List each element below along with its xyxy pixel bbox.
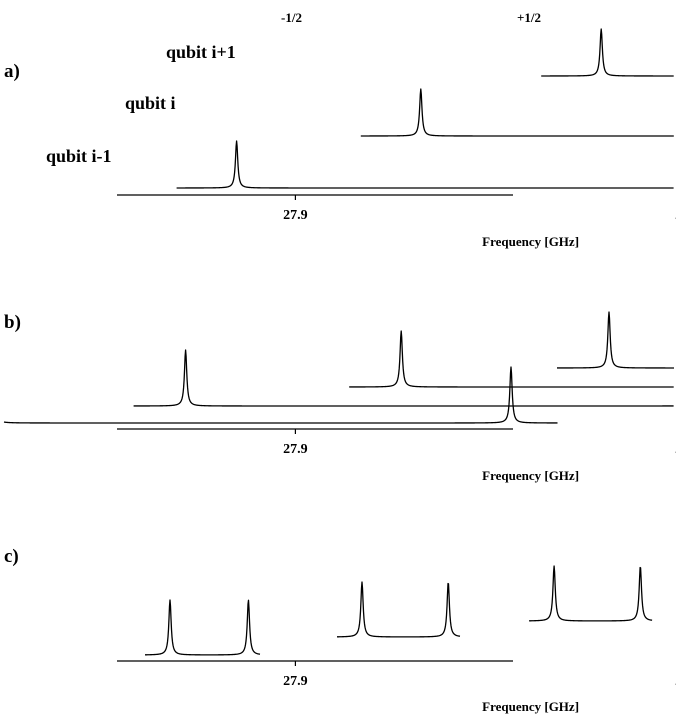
series-label-qubit-i-plus-1: qubit i+1 <box>166 42 236 62</box>
panel-label-b: b) <box>4 312 21 333</box>
x-axis-title: Frequency [GHz] <box>482 468 579 483</box>
spectrum-series-1 <box>176 140 674 189</box>
spectrum-series-2 <box>336 581 461 638</box>
spectrum-series-2 <box>133 349 674 407</box>
x-axis-title: Frequency [GHz] <box>482 234 579 249</box>
annotation-plus-half: +1/2 <box>517 10 541 25</box>
spectrum-series-3 <box>349 330 674 388</box>
panel-c: c) 27.928.028.1Frequency [GHz] <box>4 546 676 714</box>
spectrum-series-3 <box>528 565 653 622</box>
x-tick-label: 27.9 <box>283 674 308 689</box>
series-label-qubit-i-minus-1: qubit i-1 <box>46 146 112 166</box>
x-axis-title: Frequency [GHz] <box>482 699 579 714</box>
spectrum-series-4 <box>556 311 675 369</box>
spectrum-series-2 <box>360 88 674 137</box>
panel-b: b) 27.928.028.1Frequency [GHz] <box>3 311 676 483</box>
series-label-qubit-i: qubit i <box>125 93 176 113</box>
x-tick-label: 27.9 <box>283 208 308 223</box>
x-tick-label: 27.9 <box>283 442 308 457</box>
panel-label-a: a) <box>4 61 20 82</box>
annotation-minus-half: -1/2 <box>281 10 302 25</box>
spectrum-series-1 <box>144 599 261 656</box>
panel-a: a) qubit i+1 qubit i qubit i-1 -1/2 +1/2… <box>4 10 676 249</box>
panel-label-c: c) <box>4 546 19 567</box>
spectrum-series-1 <box>3 366 558 424</box>
spectrum-series-3 <box>541 28 674 77</box>
